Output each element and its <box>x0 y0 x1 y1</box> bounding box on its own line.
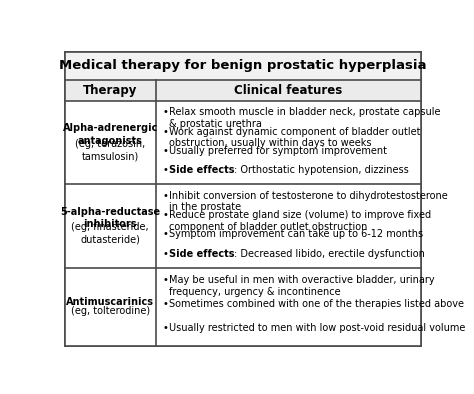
Text: Inhibit conversion of testosterone to dihydrotestosterone
in the prostate: Inhibit conversion of testosterone to di… <box>169 191 447 212</box>
Text: Usually preferred for symptom improvement: Usually preferred for symptom improvemen… <box>169 146 387 156</box>
Text: 5-alpha-reductase
inhibitors: 5-alpha-reductase inhibitors <box>60 206 160 229</box>
Text: •: • <box>162 191 168 201</box>
Text: •: • <box>162 323 168 333</box>
Text: Reduce prostate gland size (volume) to improve fixed
component of bladder outlet: Reduce prostate gland size (volume) to i… <box>169 210 431 232</box>
Text: •: • <box>162 165 168 175</box>
Text: Side effects: Side effects <box>169 249 234 259</box>
Text: Work against dynamic component of bladder outlet
obstruction, usually within day: Work against dynamic component of bladde… <box>169 127 420 149</box>
Text: (eg, finasteride,
dutasteride): (eg, finasteride, dutasteride) <box>72 222 149 245</box>
Text: Antimuscarinics: Antimuscarinics <box>66 297 154 307</box>
Text: Side effects: Side effects <box>169 165 234 175</box>
Text: (eg, tolterodine): (eg, tolterodine) <box>71 306 150 316</box>
Bar <box>65 52 421 80</box>
Text: : Decreased libido, erectile dysfunction: : Decreased libido, erectile dysfunction <box>234 249 425 259</box>
Text: Medical therapy for benign prostatic hyperplasia: Medical therapy for benign prostatic hyp… <box>59 59 427 72</box>
Text: Alpha-adrenergic
antagonists: Alpha-adrenergic antagonists <box>63 123 158 146</box>
Text: Usually restricted to men with low post-void residual volume: Usually restricted to men with low post-… <box>169 323 465 333</box>
Text: Relax smooth muscle in bladder neck, prostate capsule
& prostatic urethra: Relax smooth muscle in bladder neck, pro… <box>169 108 440 129</box>
Text: •: • <box>162 275 168 285</box>
Bar <box>65 268 421 346</box>
Text: (eg, terazosin,
tamsulosin): (eg, terazosin, tamsulosin) <box>75 139 146 162</box>
Bar <box>65 184 421 268</box>
Bar <box>65 101 421 184</box>
Text: •: • <box>162 229 168 240</box>
Text: •: • <box>162 249 168 259</box>
Text: Symptom improvement can take up to 6-12 months: Symptom improvement can take up to 6-12 … <box>169 229 423 240</box>
Text: May be useful in men with overactive bladder, urinary
frequency, urgency & incon: May be useful in men with overactive bla… <box>169 275 435 297</box>
Text: Sometimes combined with one of the therapies listed above: Sometimes combined with one of the thera… <box>169 299 464 309</box>
Text: •: • <box>162 108 168 117</box>
Text: •: • <box>162 146 168 156</box>
Text: •: • <box>162 210 168 220</box>
Text: : Orthostatic hypotension, dizziness: : Orthostatic hypotension, dizziness <box>234 165 409 175</box>
Text: •: • <box>162 299 168 309</box>
Text: Therapy: Therapy <box>83 84 137 97</box>
Text: Clinical features: Clinical features <box>234 84 343 97</box>
Bar <box>65 80 421 101</box>
Text: •: • <box>162 127 168 137</box>
